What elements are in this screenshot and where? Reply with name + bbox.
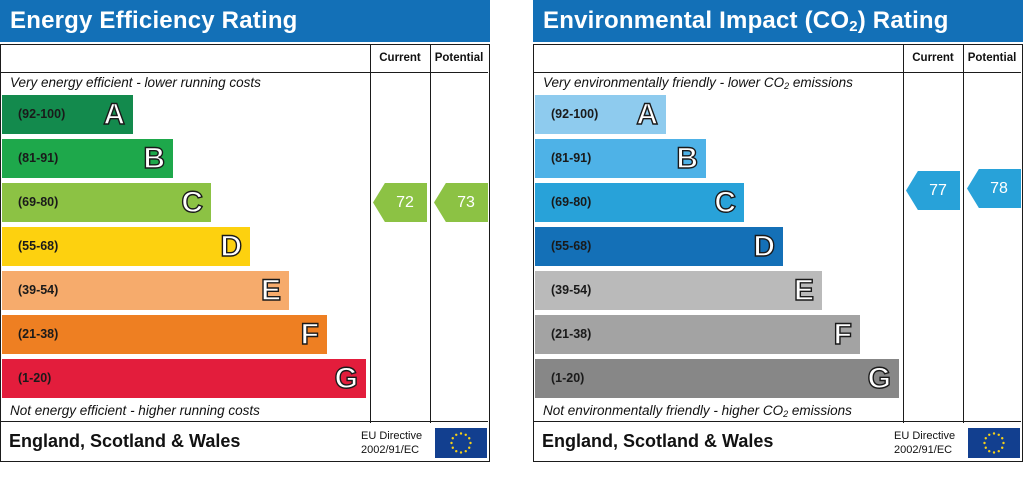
eu-star-icon bbox=[983, 441, 986, 445]
eu-star-icon bbox=[1001, 437, 1004, 440]
eu-star-icon bbox=[988, 450, 991, 453]
eu-star-icon bbox=[992, 451, 996, 454]
eu-star-icon bbox=[464, 433, 467, 436]
environment-band-e: (39-54) E bbox=[535, 271, 822, 310]
eu-star-icon bbox=[451, 446, 454, 449]
eu-star-icon bbox=[984, 446, 987, 449]
eu-star-icon bbox=[988, 433, 991, 436]
band-range: (21-38) bbox=[551, 327, 592, 341]
band-letter: C bbox=[714, 185, 737, 219]
band-range: (55-68) bbox=[551, 239, 592, 253]
eu-star-icon bbox=[455, 450, 458, 453]
energy-current-rating: 72 bbox=[373, 183, 427, 222]
environment-region: England, Scotland & Wales bbox=[542, 431, 774, 451]
energy-chart-frame: Current Potential Very energy efficient … bbox=[0, 44, 490, 462]
band-letter: A bbox=[636, 97, 659, 131]
environment-note-top: Very environmentally friendly - lower CO… bbox=[543, 75, 853, 91]
environment-current-header: Current bbox=[912, 52, 954, 64]
environment-band-c: (69-80) C bbox=[535, 183, 744, 222]
band-letter: F bbox=[833, 317, 853, 351]
band-letter: A bbox=[103, 97, 126, 131]
energy-potential-header: Potential bbox=[434, 52, 484, 64]
band-range: (92-100) bbox=[18, 107, 66, 121]
environment-band-f: (21-38) F bbox=[535, 315, 860, 354]
eu-star-icon bbox=[997, 450, 1000, 453]
environment-band-d: (55-68) D bbox=[535, 227, 783, 266]
band-letter: B bbox=[676, 141, 699, 175]
energy-note-top: Very energy efficient - lower running co… bbox=[10, 75, 261, 90]
band-letter: G bbox=[334, 361, 359, 395]
band-letter: B bbox=[143, 141, 166, 175]
band-range: (81-91) bbox=[18, 151, 59, 165]
energy-region: England, Scotland & Wales bbox=[9, 431, 241, 451]
energy-eu-directive: EU Directive 2002/91/EC bbox=[361, 430, 423, 456]
energy-band-f: (21-38) F bbox=[2, 315, 327, 354]
environment-current-rating: 77 bbox=[906, 171, 960, 210]
eu-star-icon bbox=[1002, 441, 1005, 445]
energy-band-g: (1-20) G bbox=[2, 359, 366, 398]
energy-title: Energy Efficiency Rating bbox=[0, 0, 490, 42]
band-letter: F bbox=[300, 317, 320, 351]
environmental-impact-panel: Environmental Impact (CO2) Rating Curren… bbox=[533, 0, 1023, 462]
band-range: (39-54) bbox=[18, 283, 59, 297]
environment-potential-rating: 78 bbox=[967, 169, 1021, 208]
band-range: (55-68) bbox=[18, 239, 59, 253]
energy-efficiency-panel: Energy Efficiency Rating Current Potenti… bbox=[0, 0, 490, 462]
eu-flag-icon bbox=[968, 428, 1020, 458]
energy-band-b: (81-91) B bbox=[2, 139, 173, 178]
band-range: (1-20) bbox=[18, 371, 52, 385]
band-range: (69-80) bbox=[551, 195, 592, 209]
energy-note-bottom: Not energy efficient - higher running co… bbox=[10, 403, 260, 418]
environment-potential-header: Potential bbox=[967, 52, 1017, 64]
environment-band-b: (81-91) B bbox=[535, 139, 706, 178]
band-range: (92-100) bbox=[551, 107, 599, 121]
eu-star-icon bbox=[1001, 446, 1004, 449]
band-range: (21-38) bbox=[18, 327, 59, 341]
eu-star-icon bbox=[464, 450, 467, 453]
environment-band-a: (92-100) A bbox=[535, 95, 666, 134]
environment-band-g: (1-20) G bbox=[535, 359, 899, 398]
eu-star-icon bbox=[451, 437, 454, 440]
energy-band-a: (92-100) A bbox=[2, 95, 133, 134]
energy-current-header: Current bbox=[379, 52, 421, 64]
energy-band-d: (55-68) D bbox=[2, 227, 250, 266]
eu-star-icon bbox=[468, 437, 471, 440]
environment-note-bottom: Not environmentally friendly - higher CO… bbox=[543, 403, 852, 419]
environment-title: Environmental Impact (CO2) Rating bbox=[533, 0, 1023, 42]
band-range: (1-20) bbox=[551, 371, 585, 385]
eu-star-icon bbox=[450, 441, 453, 445]
energy-band-c: (69-80) C bbox=[2, 183, 211, 222]
energy-potential-rating: 73 bbox=[434, 183, 488, 222]
band-letter: C bbox=[181, 185, 204, 219]
band-letter: D bbox=[220, 229, 243, 263]
band-range: (39-54) bbox=[551, 283, 592, 297]
band-letter: E bbox=[260, 273, 281, 307]
band-range: (69-80) bbox=[18, 195, 59, 209]
eu-stars-icon bbox=[983, 432, 1005, 454]
eu-star-icon bbox=[992, 432, 996, 435]
band-letter: G bbox=[867, 361, 892, 395]
eu-stars-icon bbox=[450, 432, 472, 454]
eu-star-icon bbox=[997, 433, 1000, 436]
eu-star-icon bbox=[468, 446, 471, 449]
environment-chart-frame: Current Potential Very environmentally f… bbox=[533, 44, 1023, 462]
band-letter: D bbox=[753, 229, 776, 263]
energy-band-e: (39-54) E bbox=[2, 271, 289, 310]
band-range: (81-91) bbox=[551, 151, 592, 165]
eu-flag-icon bbox=[435, 428, 487, 458]
eu-star-icon bbox=[984, 437, 987, 440]
eu-star-icon bbox=[455, 433, 458, 436]
eu-star-icon bbox=[469, 441, 472, 445]
environment-eu-directive: EU Directive 2002/91/EC bbox=[894, 430, 956, 456]
eu-star-icon bbox=[459, 432, 463, 435]
eu-star-icon bbox=[459, 451, 463, 454]
band-letter: E bbox=[793, 273, 814, 307]
